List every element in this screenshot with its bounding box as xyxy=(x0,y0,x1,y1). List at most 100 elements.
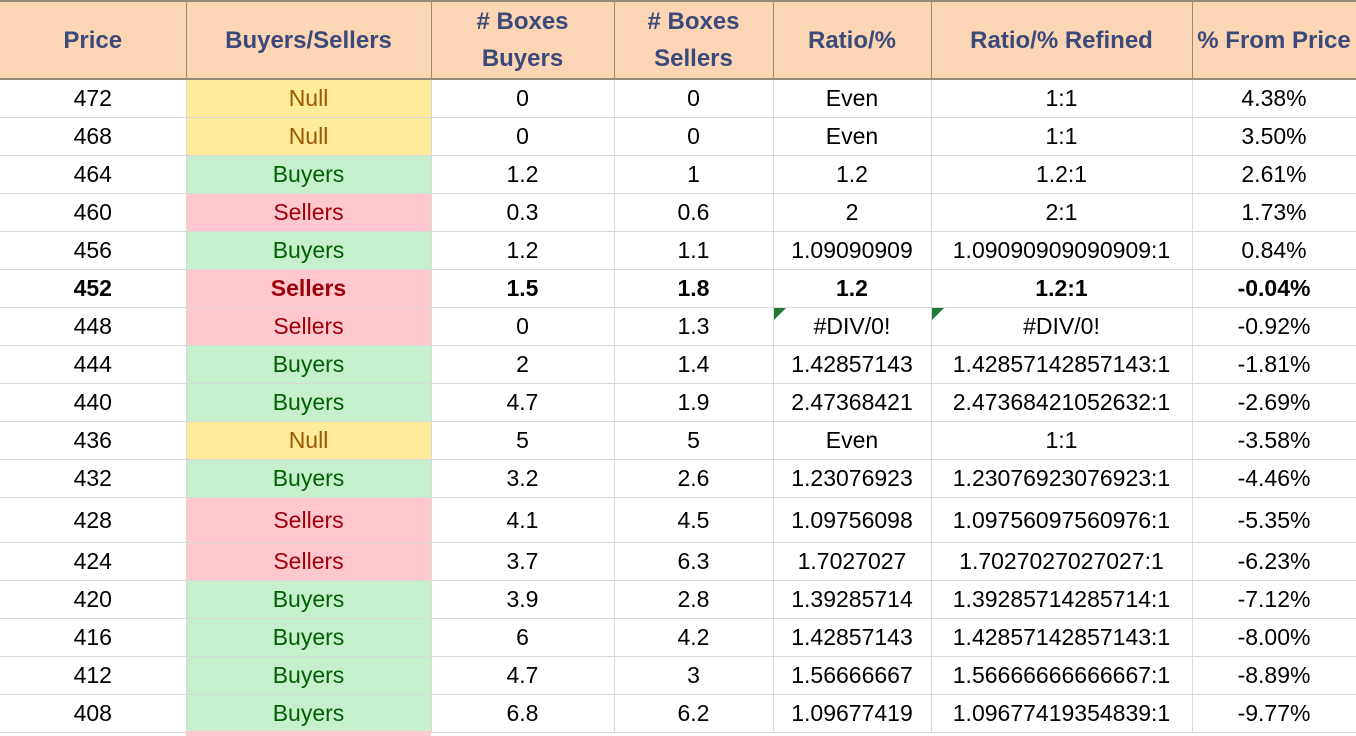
boxes-buyers-cell[interactable]: 0.3 xyxy=(430,193,615,232)
ratio-refined-cell[interactable]: #DIV/0! xyxy=(930,307,1193,346)
ratio-cell[interactable]: 1.7027027 xyxy=(772,542,932,581)
boxes-buyers-cell[interactable]: 0 xyxy=(430,117,615,156)
boxes-sellers-cell[interactable]: 6.3 xyxy=(613,542,774,581)
ratio-cell[interactable]: Even xyxy=(772,78,932,118)
pct-from-price-cell[interactable]: -7.12% xyxy=(1191,580,1356,619)
ratio-cell[interactable]: 2 xyxy=(772,193,932,232)
partial-sellers-cell[interactable] xyxy=(186,731,431,736)
ratio-refined-cell[interactable]: 1.23076923076923:1 xyxy=(930,459,1193,498)
boxes-buyers-cell[interactable]: 2 xyxy=(430,345,615,384)
price-cell[interactable]: 460 xyxy=(0,193,187,232)
boxes-sellers-cell[interactable]: 4.5 xyxy=(613,497,774,543)
ratio-cell[interactable]: 1.56666667 xyxy=(772,656,932,695)
side-cell[interactable]: Buyers xyxy=(185,459,432,498)
ratio-refined-cell[interactable]: 1:1 xyxy=(930,117,1193,156)
boxes-buyers-cell[interactable]: 3.2 xyxy=(430,459,615,498)
price-cell[interactable]: 432 xyxy=(0,459,187,498)
side-cell[interactable]: Buyers xyxy=(185,383,432,422)
ratio-cell[interactable]: 1.09756098 xyxy=(772,497,932,543)
side-cell[interactable]: Buyers xyxy=(185,656,432,695)
ratio-cell[interactable]: 1.09090909 xyxy=(772,231,932,270)
price-cell[interactable]: 424 xyxy=(0,542,187,581)
boxes-buyers-cell[interactable]: 0 xyxy=(430,78,615,118)
boxes-sellers-cell[interactable]: 1.9 xyxy=(613,383,774,422)
ratio-cell[interactable]: 1.23076923 xyxy=(772,459,932,498)
pct-from-price-cell[interactable]: -0.04% xyxy=(1191,269,1356,308)
header-ratio[interactable]: Ratio/% xyxy=(772,0,932,80)
side-cell[interactable]: Buyers xyxy=(185,345,432,384)
header-pct-from-price[interactable]: % From Price xyxy=(1191,0,1356,80)
price-cell[interactable]: 436 xyxy=(0,421,187,460)
boxes-buyers-cell[interactable]: 0 xyxy=(430,307,615,346)
pct-from-price-cell[interactable]: 0.84% xyxy=(1191,231,1356,270)
price-cell[interactable]: 412 xyxy=(0,656,187,695)
side-cell[interactable]: Buyers xyxy=(185,580,432,619)
boxes-buyers-cell[interactable]: 1.5 xyxy=(430,269,615,308)
ratio-refined-cell[interactable]: 2:1 xyxy=(930,193,1193,232)
boxes-sellers-cell[interactable]: 4.2 xyxy=(613,618,774,657)
pct-from-price-cell[interactable]: 4.38% xyxy=(1191,78,1356,118)
boxes-sellers-cell[interactable]: 2.6 xyxy=(613,459,774,498)
price-cell[interactable]: 456 xyxy=(0,231,187,270)
boxes-sellers-cell[interactable]: 0 xyxy=(613,117,774,156)
boxes-sellers-cell[interactable]: 1.8 xyxy=(613,269,774,308)
boxes-sellers-cell[interactable]: 1 xyxy=(613,155,774,194)
boxes-buyers-cell[interactable]: 3.9 xyxy=(430,580,615,619)
ratio-cell[interactable]: 1.42857143 xyxy=(772,345,932,384)
price-cell[interactable]: 428 xyxy=(0,497,187,543)
boxes-buyers-cell[interactable]: 6.8 xyxy=(430,694,615,733)
ratio-cell[interactable]: 1.2 xyxy=(772,155,932,194)
pct-from-price-cell[interactable]: 3.50% xyxy=(1191,117,1356,156)
ratio-refined-cell[interactable]: 1.09756097560976:1 xyxy=(930,497,1193,543)
side-cell[interactable]: Sellers xyxy=(185,307,432,346)
price-cell[interactable]: 408 xyxy=(0,694,187,733)
pct-from-price-cell[interactable]: -8.89% xyxy=(1191,656,1356,695)
pct-from-price-cell[interactable]: -5.35% xyxy=(1191,497,1356,543)
ratio-cell[interactable]: 1.42857143 xyxy=(772,618,932,657)
boxes-sellers-cell[interactable]: 1.3 xyxy=(613,307,774,346)
boxes-buyers-cell[interactable]: 1.2 xyxy=(430,231,615,270)
boxes-sellers-cell[interactable]: 3 xyxy=(613,656,774,695)
side-cell[interactable]: Null xyxy=(185,117,432,156)
price-cell[interactable]: 440 xyxy=(0,383,187,422)
pct-from-price-cell[interactable]: -4.46% xyxy=(1191,459,1356,498)
boxes-buyers-cell[interactable]: 4.1 xyxy=(430,497,615,543)
ratio-cell[interactable]: 1.2 xyxy=(772,269,932,308)
side-cell[interactable]: Sellers xyxy=(185,497,432,543)
header-boxes-sellers[interactable]: # Boxes Sellers xyxy=(613,0,774,80)
ratio-refined-cell[interactable]: 1:1 xyxy=(930,78,1193,118)
side-cell[interactable]: Buyers xyxy=(185,231,432,270)
boxes-sellers-cell[interactable]: 0.6 xyxy=(613,193,774,232)
boxes-sellers-cell[interactable]: 5 xyxy=(613,421,774,460)
side-cell[interactable]: Sellers xyxy=(185,542,432,581)
boxes-buyers-cell[interactable]: 6 xyxy=(430,618,615,657)
pct-from-price-cell[interactable]: 2.61% xyxy=(1191,155,1356,194)
price-cell[interactable]: 452 xyxy=(0,269,187,308)
side-cell[interactable]: Sellers xyxy=(185,193,432,232)
ratio-cell[interactable]: 1.09677419 xyxy=(772,694,932,733)
boxes-buyers-cell[interactable]: 4.7 xyxy=(430,383,615,422)
side-cell[interactable]: Sellers xyxy=(185,269,432,308)
boxes-buyers-cell[interactable]: 4.7 xyxy=(430,656,615,695)
ratio-refined-cell[interactable]: 2.47368421052632:1 xyxy=(930,383,1193,422)
ratio-cell[interactable]: #DIV/0! xyxy=(772,307,932,346)
side-cell[interactable]: Buyers xyxy=(185,694,432,733)
ratio-refined-cell[interactable]: 1.42857142857143:1 xyxy=(930,345,1193,384)
boxes-sellers-cell[interactable]: 6.2 xyxy=(613,694,774,733)
pct-from-price-cell[interactable]: -0.92% xyxy=(1191,307,1356,346)
boxes-sellers-cell[interactable]: 0 xyxy=(613,78,774,118)
pct-from-price-cell[interactable]: -6.23% xyxy=(1191,542,1356,581)
ratio-refined-cell[interactable]: 1.09090909090909:1 xyxy=(930,231,1193,270)
header-boxes-buyers[interactable]: # Boxes Buyers xyxy=(430,0,615,80)
ratio-refined-cell[interactable]: 1.09677419354839:1 xyxy=(930,694,1193,733)
pct-from-price-cell[interactable]: -8.00% xyxy=(1191,618,1356,657)
side-cell[interactable]: Buyers xyxy=(185,618,432,657)
boxes-sellers-cell[interactable]: 1.4 xyxy=(613,345,774,384)
price-cell[interactable]: 416 xyxy=(0,618,187,657)
price-cell[interactable]: 420 xyxy=(0,580,187,619)
pct-from-price-cell[interactable]: -9.77% xyxy=(1191,694,1356,733)
price-cell[interactable]: 468 xyxy=(0,117,187,156)
ratio-cell[interactable]: 1.39285714 xyxy=(772,580,932,619)
price-cell[interactable]: 444 xyxy=(0,345,187,384)
ratio-refined-cell[interactable]: 1.56666666666667:1 xyxy=(930,656,1193,695)
